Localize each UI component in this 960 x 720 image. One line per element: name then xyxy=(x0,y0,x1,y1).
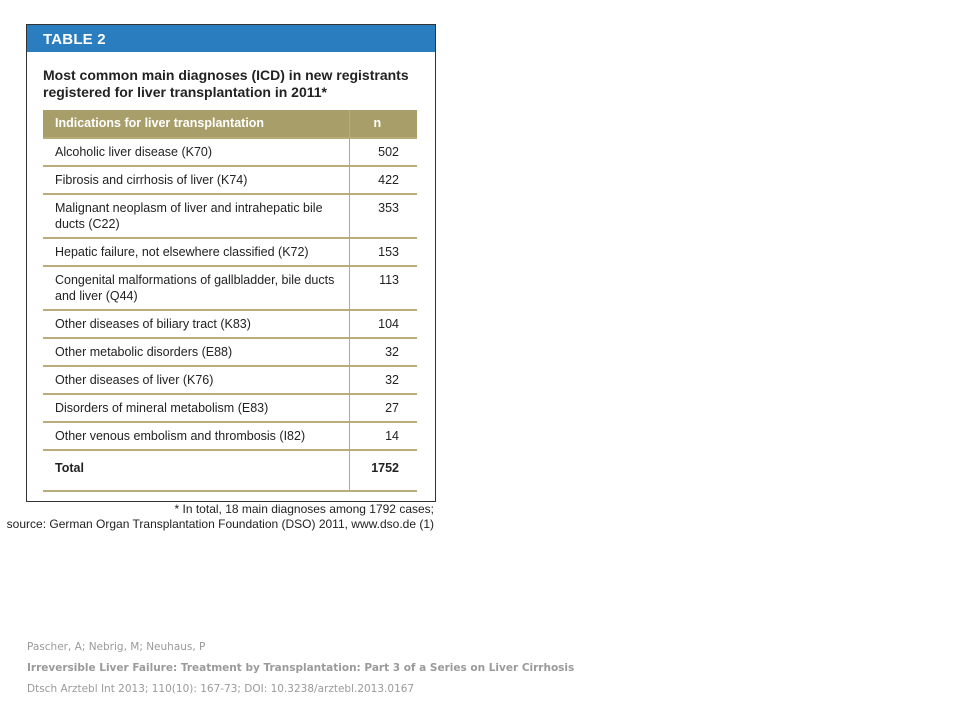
indication-cell: Fibrosis and cirrhosis of liver (K74) xyxy=(43,166,350,194)
indication-cell: Alcoholic liver disease (K70) xyxy=(43,138,350,166)
table-row: Other metabolic disorders (E88) 32 xyxy=(43,338,417,366)
footnote-line-1: * In total, 18 main diagnoses among 1792… xyxy=(174,502,435,516)
count-cell: 32 xyxy=(385,373,399,387)
citation-article: Irreversible Liver Failure: Treatment by… xyxy=(27,662,575,674)
table-total-row: Total 1752 xyxy=(43,450,417,491)
citation-authors: Pascher, A; Nebrig, M; Neuhaus, P xyxy=(27,641,206,653)
count-cell: 32 xyxy=(385,345,399,359)
indication-cell: Other diseases of biliary tract (K83) xyxy=(43,310,350,338)
indication-cell: Other diseases of liver (K76) xyxy=(43,366,350,394)
indication-cell: Congenital malformations of gallbladder,… xyxy=(43,266,350,310)
table-title: Most common main diagnoses (ICD) in new … xyxy=(43,67,409,100)
count-cell: 422 xyxy=(378,173,399,187)
table-row: Other venous embolism and thrombosis (I8… xyxy=(43,422,417,450)
indication-cell: Hepatic failure, not elsewhere classifie… xyxy=(43,238,350,266)
table-footnote: * In total, 18 main diagnoses among 1792… xyxy=(0,502,434,532)
table-label: TABLE 2 xyxy=(27,25,435,52)
total-label: Total xyxy=(43,450,350,491)
table-row: Malignant neoplasm of liver and intrahep… xyxy=(43,194,417,238)
count-cell: 113 xyxy=(379,273,399,287)
footnote-line-2: source: German Organ Transplantation Fou… xyxy=(6,517,434,531)
count-cell: 14 xyxy=(385,429,399,443)
total-count: 1752 xyxy=(371,461,399,475)
count-cell: 502 xyxy=(378,145,399,159)
count-cell: 153 xyxy=(378,245,399,259)
count-cell: 104 xyxy=(378,317,399,331)
indication-cell: Disorders of mineral metabolism (E83) xyxy=(43,394,350,422)
table-row: Fibrosis and cirrhosis of liver (K74) 422 xyxy=(43,166,417,194)
table-header-row: Indications for liver transplantation n xyxy=(43,110,417,138)
count-cell: 27 xyxy=(385,401,399,415)
table-row: Other diseases of liver (K76) 32 xyxy=(43,366,417,394)
table-row: Disorders of mineral metabolism (E83) 27 xyxy=(43,394,417,422)
indication-cell: Other venous embolism and thrombosis (I8… xyxy=(43,422,350,450)
citation-journal: Dtsch Arztebl Int 2013; 110(10): 167-73;… xyxy=(27,683,415,695)
table-row: Alcoholic liver disease (K70) 502 xyxy=(43,138,417,166)
indication-cell: Other metabolic disorders (E88) xyxy=(43,338,350,366)
citation: Pascher, A; Nebrig, M; Neuhaus, P Irreve… xyxy=(27,637,574,700)
table-figure: TABLE 2 Most common main diagnoses (ICD)… xyxy=(26,24,436,502)
table-row: Other diseases of biliary tract (K83) 104 xyxy=(43,310,417,338)
indication-cell: Malignant neoplasm of liver and intrahep… xyxy=(43,194,350,238)
table-row: Hepatic failure, not elsewhere classifie… xyxy=(43,238,417,266)
diagnoses-table: Indications for liver transplantation n … xyxy=(43,110,417,492)
column-header-n: n xyxy=(373,116,382,130)
count-cell: 353 xyxy=(378,201,399,215)
table-row: Congenital malformations of gallbladder,… xyxy=(43,266,417,310)
column-header-indication: Indications for liver transplantation xyxy=(43,110,350,138)
